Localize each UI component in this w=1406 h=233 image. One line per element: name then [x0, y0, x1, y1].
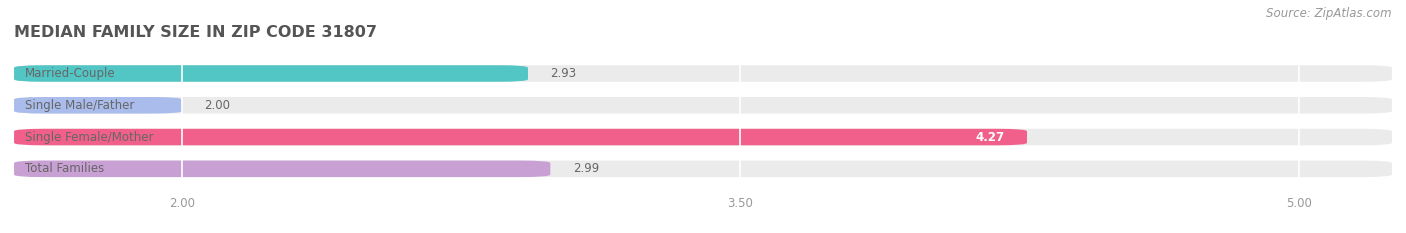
Text: Single Female/Mother: Single Female/Mother: [25, 130, 153, 144]
FancyBboxPatch shape: [14, 97, 181, 113]
FancyBboxPatch shape: [14, 65, 1392, 82]
FancyBboxPatch shape: [14, 161, 1392, 177]
Text: Single Male/Father: Single Male/Father: [25, 99, 135, 112]
Text: 2.93: 2.93: [550, 67, 576, 80]
Text: MEDIAN FAMILY SIZE IN ZIP CODE 31807: MEDIAN FAMILY SIZE IN ZIP CODE 31807: [14, 25, 377, 40]
FancyBboxPatch shape: [14, 97, 1392, 113]
Text: Source: ZipAtlas.com: Source: ZipAtlas.com: [1267, 7, 1392, 20]
FancyBboxPatch shape: [14, 129, 1392, 145]
FancyBboxPatch shape: [14, 129, 1026, 145]
Text: 2.00: 2.00: [204, 99, 231, 112]
Text: Total Families: Total Families: [25, 162, 104, 175]
Text: 2.99: 2.99: [572, 162, 599, 175]
FancyBboxPatch shape: [14, 161, 550, 177]
Text: 4.27: 4.27: [976, 130, 1005, 144]
FancyBboxPatch shape: [14, 65, 529, 82]
Text: Married-Couple: Married-Couple: [25, 67, 115, 80]
